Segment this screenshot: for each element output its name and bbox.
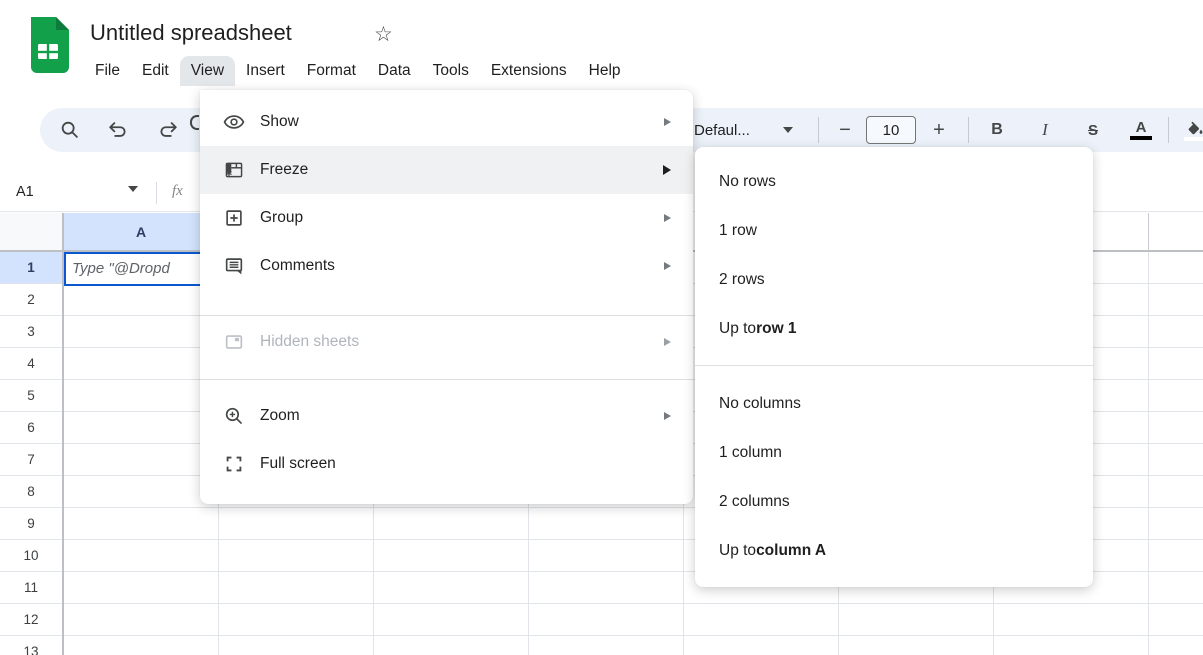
row-header[interactable]: 7 — [0, 444, 62, 476]
menu-insert[interactable]: Insert — [246, 61, 285, 79]
menu-view[interactable]: View — [179, 55, 236, 86]
freeze-submenu: No rows 1 row 2 rows Up to row 1 No colu… — [695, 147, 1093, 587]
zoom-in-icon — [222, 404, 246, 428]
row-header[interactable]: 13 — [0, 636, 62, 655]
fill-color-icon[interactable] — [1178, 108, 1203, 152]
toolbar-divider — [818, 117, 819, 143]
eye-icon — [222, 110, 246, 134]
submenu-arrow-icon — [664, 338, 671, 346]
freeze-1-column[interactable]: 1 column — [719, 443, 782, 461]
svg-text:✱: ✱ — [226, 169, 233, 178]
submenu-arrow-icon — [664, 214, 671, 222]
name-box-caret-icon[interactable] — [128, 186, 138, 210]
menu-item-show[interactable]: Show — [200, 98, 693, 146]
menu-data[interactable]: Data — [377, 61, 411, 79]
chevron-down-icon[interactable] — [778, 108, 798, 152]
row-header[interactable]: 2 — [0, 284, 62, 316]
row-header[interactable]: 10 — [0, 540, 62, 572]
freeze-no-rows[interactable]: No rows — [719, 172, 776, 190]
menu-edit[interactable]: Edit — [141, 61, 169, 79]
menu-divider — [200, 379, 693, 380]
row-header[interactable]: 4 — [0, 348, 62, 380]
bold-button[interactable]: B — [991, 121, 1003, 138]
sheets-logo-icon[interactable] — [26, 16, 70, 79]
decrease-font-size-button[interactable]: − — [839, 118, 851, 141]
font-size-input[interactable]: 10 — [866, 116, 916, 144]
print-icon[interactable] — [190, 115, 199, 130]
toolbar-divider — [968, 117, 969, 143]
star-icon[interactable]: ☆ — [374, 23, 393, 46]
row-header[interactable]: 6 — [0, 412, 62, 444]
cell-a1-selected[interactable]: Type "@Dropd — [64, 252, 220, 286]
menu-tools[interactable]: Tools — [432, 61, 469, 79]
submenu-arrow-icon — [664, 412, 671, 420]
row-headers[interactable]: 1 2 3 4 5 6 7 8 9 10 11 12 13 — [0, 252, 64, 655]
fullscreen-icon — [222, 452, 246, 476]
undo-icon[interactable] — [98, 108, 138, 152]
freeze-1-row[interactable]: 1 row — [719, 221, 757, 239]
comments-icon — [222, 254, 246, 278]
text-color-button[interactable]: A — [1122, 108, 1160, 152]
submenu-arrow-icon — [664, 118, 671, 126]
row-header[interactable]: 1 — [0, 252, 62, 284]
menu-file[interactable]: File — [95, 61, 120, 79]
toolbar-divider — [1168, 117, 1169, 143]
menu-format[interactable]: Format — [306, 61, 356, 79]
menu-item-full-screen[interactable]: Full screen — [200, 440, 693, 488]
menu-divider — [695, 365, 1093, 366]
view-menu-dropdown: Show ✱ Freeze Group Comments — [200, 90, 693, 504]
freeze-no-columns[interactable]: No columns — [719, 394, 801, 412]
hidden-sheets-icon — [222, 330, 246, 354]
redo-icon[interactable] — [148, 108, 188, 152]
row-header[interactable]: 9 — [0, 508, 62, 540]
freeze-2-columns[interactable]: 2 columns — [719, 492, 790, 510]
increase-font-size-button[interactable]: + — [933, 118, 945, 141]
menu-item-comments[interactable]: Comments — [200, 242, 693, 290]
row-header[interactable]: 3 — [0, 316, 62, 348]
submenu-arrow-icon — [663, 165, 671, 175]
row-header[interactable]: 8 — [0, 476, 62, 508]
freeze-2-rows[interactable]: 2 rows — [719, 270, 765, 288]
select-all-corner[interactable] — [0, 213, 64, 252]
italic-button[interactable]: I — [1042, 120, 1048, 139]
search-icon[interactable] — [48, 108, 92, 152]
menubar: File Edit View Insert Format Data Tools … — [84, 54, 632, 87]
strikethrough-button[interactable]: S — [1087, 121, 1098, 139]
freeze-up-to-column-a[interactable]: Up to column A — [719, 541, 827, 559]
font-family-select[interactable]: Defaul... — [694, 121, 750, 139]
menu-item-group[interactable]: Group — [200, 194, 693, 242]
menu-divider — [200, 315, 693, 316]
freeze-up-to-row-1[interactable]: Up to row 1 — [719, 319, 797, 337]
submenu-arrow-icon — [664, 262, 671, 270]
row-header[interactable]: 12 — [0, 604, 62, 636]
menu-item-freeze[interactable]: ✱ Freeze — [200, 146, 693, 194]
group-icon — [222, 206, 246, 230]
menu-help[interactable]: Help — [588, 61, 621, 79]
page-title[interactable]: Untitled spreadsheet — [90, 20, 292, 45]
row-header[interactable]: 11 — [0, 572, 62, 604]
menu-item-zoom[interactable]: Zoom — [200, 392, 693, 440]
menu-extensions[interactable]: Extensions — [490, 61, 567, 79]
freeze-icon: ✱ — [222, 158, 246, 182]
row-header[interactable]: 5 — [0, 380, 62, 412]
divider — [156, 182, 157, 204]
fx-icon: fx — [172, 183, 183, 199]
column-header-a[interactable]: A — [64, 213, 218, 250]
name-box[interactable]: A1 — [16, 184, 34, 200]
menu-item-hidden-sheets[interactable]: Hidden sheets — [200, 318, 693, 366]
